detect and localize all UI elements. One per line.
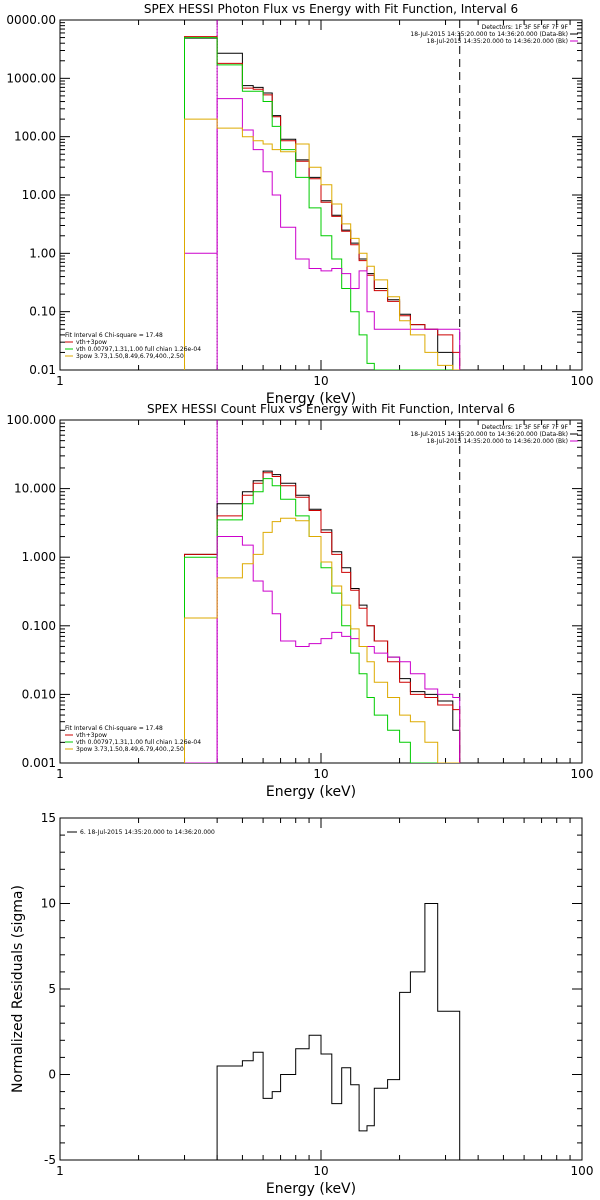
plot-data — [216, 903, 461, 1160]
y-tick-label: 1.00 — [29, 246, 56, 260]
y-tick-label: 10 — [41, 897, 56, 911]
x-tick-label: 10 — [313, 374, 328, 388]
y-tick-label: 0.001 — [22, 756, 56, 770]
series-line-0 — [184, 470, 461, 763]
x-tick-label: 1 — [56, 767, 64, 781]
legend-fit-text: 3pow 3.73,1.50,8.49,6.79,400.,2.50 — [76, 353, 184, 360]
legend-fit-text: vth 0.00797,1.31,1.00 full chian 1.26e-0… — [76, 739, 201, 746]
x-tick-label: 1 — [56, 1164, 64, 1178]
y-tick-label: -5 — [44, 1153, 56, 1167]
y-tick-label: 5 — [48, 982, 56, 996]
legend-top-text: 18-Jul-2015 14:35:20.000 to 14:36:20.000… — [427, 38, 568, 45]
y-tick-label: 0 — [48, 1068, 56, 1082]
x-tick-label: 10 — [313, 1164, 328, 1178]
series-line-3 — [184, 98, 461, 370]
series-line-2 — [184, 478, 460, 763]
legend-top-text: 18-Jul-2015 14:35:20.000 to 14:36:20.000… — [410, 31, 568, 38]
x-tick-label: 100 — [571, 1164, 594, 1178]
plot-frame — [59, 817, 583, 1161]
x-tick-label: 100 — [571, 374, 594, 388]
x-tick-label: 10 — [313, 767, 328, 781]
y-tick-label: 0.010 — [22, 687, 56, 701]
legend-top-text: Detectors: 1F 3F 5F 6F 7F 9F — [482, 424, 569, 431]
series-line-2 — [184, 37, 460, 370]
y-tick-label: 15 — [41, 811, 56, 825]
plot-data — [184, 420, 461, 763]
series-line-4 — [184, 517, 460, 763]
series-line-4 — [184, 118, 460, 370]
x-axis-title: Energy (keV) — [266, 391, 356, 407]
plot-title: SPEX HESSI Count Flux vs Energy with Fit… — [147, 402, 515, 416]
series-line-0 — [184, 37, 460, 370]
series-line-0 — [216, 903, 461, 1160]
x-tick-label: 100 — [571, 767, 594, 781]
x-axis-title: Energy (keV) — [266, 1181, 356, 1197]
plot-frame — [59, 419, 583, 764]
legend-fit-text: vth+3pow — [76, 339, 107, 346]
legend-top-text: 18-Jul-2015 14:35:20.000 to 14:36:20.000… — [427, 438, 568, 445]
legend-top-text: Detectors: 1F 3F 5F 6F 7F 9F — [482, 24, 569, 31]
legend-fit-text: 3pow 3.73,1.50,8.49,6.79,400.,2.50 — [76, 746, 184, 753]
count-flux-panel: SPEX HESSI Count Flux vs Energy with Fit… — [6, 402, 593, 800]
y-tick-label: 0.01 — [29, 363, 56, 377]
plot-title: SPEX HESSI Photon Flux vs Energy with Fi… — [144, 2, 518, 16]
y-tick-label: 0000.00 — [6, 13, 56, 27]
y-tick-label: 0.100 — [22, 619, 56, 633]
legend-top-text: 18-Jul-2015 14:35:20.000 to 14:36:20.000… — [410, 431, 568, 438]
y-axis-title: Normalized Residuals (sigma) — [10, 885, 26, 1093]
y-tick-label: 100.00 — [14, 130, 56, 144]
series-line-1 — [184, 472, 461, 763]
y-tick-label: 1000.00 — [6, 71, 56, 85]
plot-data — [184, 20, 461, 370]
x-tick-label: 1 — [56, 374, 64, 388]
legend-fit-text: Fit Interval 6 Chi-square = 17.48 — [65, 725, 163, 732]
legend-fit-text: Fit Interval 6 Chi-square = 17.48 — [65, 332, 163, 339]
photon-flux-panel: SPEX HESSI Photon Flux vs Energy with Fi… — [6, 2, 593, 407]
residuals-panel: 1 10 100 -5 0 5 10 15 Energy (keV) Normalized Res… — [10, 811, 593, 1197]
y-tick-label: 0.10 — [29, 305, 56, 319]
legend-fit-text: vth 0.00797,1.31,1.00 full chian 1.26e-0… — [76, 346, 201, 353]
series-line-3 — [184, 536, 461, 763]
y-tick-label: 1.000 — [22, 550, 56, 564]
y-tick-label: 10.00 — [22, 188, 56, 202]
y-tick-label: 100.000 — [6, 413, 56, 427]
legend-top-text: 6. 18-Jul-2015 14:35:20.000 to 14:36:20.… — [80, 829, 215, 836]
y-tick-label: 10.000 — [14, 482, 56, 496]
x-axis-title: Energy (keV) — [266, 784, 356, 800]
legend-fit-text: vth+3pow — [76, 732, 107, 739]
series-line-1 — [184, 36, 461, 370]
